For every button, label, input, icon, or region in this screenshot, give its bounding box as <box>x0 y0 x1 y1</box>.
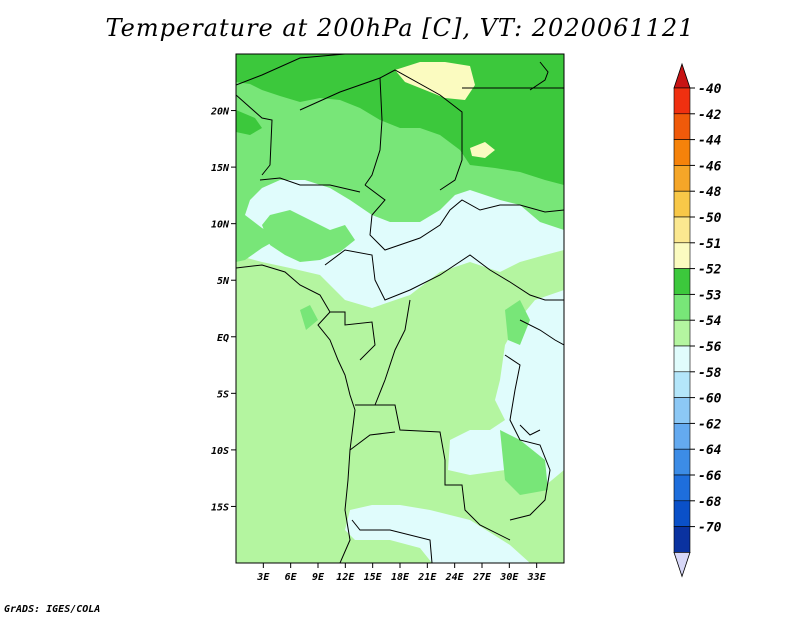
colorbar-bin <box>673 139 691 166</box>
country-borders <box>236 54 564 563</box>
y-tick-label: 15S <box>211 502 229 513</box>
x-tick-label: 18E <box>391 572 410 583</box>
colorbar-bin <box>673 345 691 373</box>
colorbar-label: -52 <box>698 263 722 278</box>
x-tick-label: 24E <box>445 572 465 583</box>
colorbar-label: -46 <box>698 159 722 174</box>
colorbar-bin <box>673 500 691 527</box>
x-tick-label: 21E <box>417 572 437 583</box>
colorbar-top-arrow <box>673 62 691 89</box>
y-tick-label: 20N <box>210 107 230 118</box>
colorbar-label: -42 <box>698 108 722 123</box>
y-tick-label: 5S <box>217 389 229 400</box>
colorbar-label: -64 <box>698 443 722 458</box>
colorbar-label: -48 <box>698 185 722 200</box>
colorbar-label: -54 <box>698 314 722 329</box>
x-tick-label: 9E <box>312 572 325 583</box>
colorbar-bin <box>673 165 691 192</box>
colorbar: -40 -42 -44 -46 -48 -50 -51 -52 -53 -54 -56 -58 -60 -… <box>673 62 722 578</box>
colorbar-bin <box>673 319 691 347</box>
colorbar-bin <box>673 268 691 295</box>
x-tick-label: 33E <box>527 572 547 583</box>
colorbar-label: -58 <box>698 366 722 381</box>
x-tick-label: 3E <box>256 572 270 583</box>
colorbar-bin <box>673 87 691 115</box>
map-title: Temperature at 200hPa [C], VT: 202006112… <box>105 14 695 42</box>
x-tick-label: 30E <box>499 572 519 583</box>
colorbar-label: -62 <box>698 417 722 432</box>
x-tick-label: 15E <box>364 572 383 583</box>
y-tick-label: 10S <box>211 446 229 457</box>
colorbar-bin <box>673 216 691 244</box>
y-tick-label: 5N <box>217 276 230 287</box>
colorbar-label: -70 <box>698 521 722 536</box>
colorbar-bin <box>673 448 691 476</box>
x-tick-label: 6E <box>285 572 298 583</box>
temperature-field <box>236 54 564 563</box>
colorbar-label: -50 <box>698 211 722 226</box>
colorbar-label: -40 <box>698 82 722 97</box>
colorbar-bin <box>673 190 691 218</box>
colorbar-label: -51 <box>698 237 721 252</box>
colorbar-bin <box>673 113 691 140</box>
map-axes: 3E 6E 9E 12E 15E 18E 21E 24E 27E 30E 33E 20N 15N 10N 5… <box>210 107 547 583</box>
colorbar-label: -56 <box>698 340 722 355</box>
colorbar-bottom-arrow <box>673 552 691 578</box>
colorbar-label: -66 <box>698 469 722 484</box>
x-tick-label: 12E <box>336 572 355 583</box>
colorbar-bin <box>673 294 691 321</box>
field-band-54 <box>236 54 564 563</box>
y-tick-label: 10N <box>211 220 230 231</box>
colorbar-label: -44 <box>698 134 722 149</box>
colorbar-label: -53 <box>698 288 722 303</box>
field-band-51 <box>395 62 495 158</box>
colorbar-label: -68 <box>698 495 722 510</box>
colorbar-bin <box>673 371 691 398</box>
y-tick-label: 15N <box>211 163 230 174</box>
colorbar-bin <box>673 423 691 450</box>
colorbar-bin <box>673 397 691 424</box>
colorbar-bin <box>673 474 691 502</box>
grads-credit: GrADS: IGES/COLA <box>4 604 101 615</box>
x-tick-label: 27E <box>472 572 492 583</box>
colorbar-bin <box>673 242 691 269</box>
colorbar-bin <box>673 526 691 553</box>
colorbar-label: -60 <box>698 392 722 407</box>
y-tick-label: EQ <box>217 333 229 344</box>
